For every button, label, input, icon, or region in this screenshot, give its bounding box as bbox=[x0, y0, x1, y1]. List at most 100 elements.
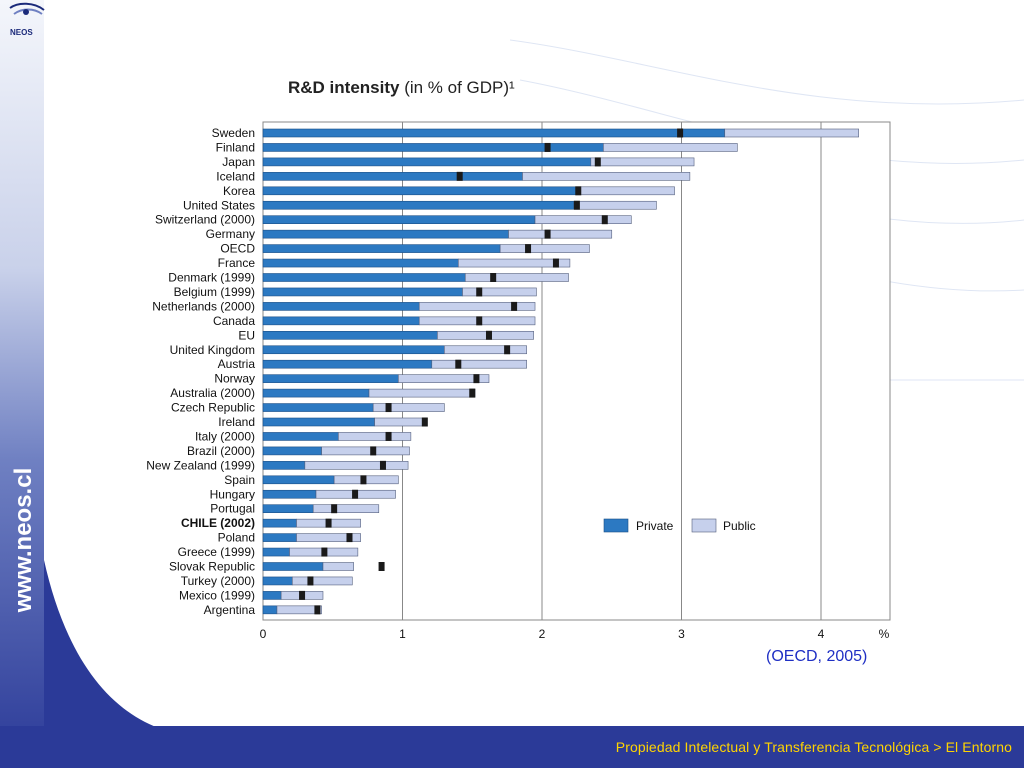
bar-private bbox=[262, 562, 324, 571]
bar-public bbox=[437, 330, 534, 340]
bar-public bbox=[368, 388, 476, 398]
bar-public bbox=[603, 143, 738, 152]
category-label: Germany bbox=[206, 227, 255, 241]
total-marker bbox=[456, 171, 463, 181]
bar-public bbox=[418, 302, 536, 311]
category-label: Iceland bbox=[216, 169, 255, 183]
category-label: Norway bbox=[214, 372, 255, 386]
legend-public-swatch bbox=[691, 518, 717, 533]
bar-private bbox=[262, 157, 592, 167]
category-label: Denmark (1999) bbox=[168, 271, 255, 285]
bar-public bbox=[372, 403, 445, 412]
x-tick-label: 1 bbox=[399, 627, 406, 641]
bar-public bbox=[276, 605, 322, 615]
bar-private bbox=[262, 200, 575, 210]
source-citation: (OECD, 2005) bbox=[766, 648, 868, 665]
bar-public bbox=[291, 576, 353, 586]
bar-private bbox=[262, 576, 293, 586]
category-label: United Kingdom bbox=[170, 343, 255, 357]
bar-private bbox=[262, 518, 297, 528]
bar-public bbox=[576, 186, 675, 196]
chart-title-bold: R&D intensity bbox=[288, 78, 400, 97]
bar-public bbox=[590, 157, 695, 167]
bar-public bbox=[508, 229, 613, 239]
bar-private bbox=[262, 504, 314, 514]
total-marker bbox=[601, 215, 608, 225]
bar-public bbox=[374, 417, 424, 427]
category-label: United States bbox=[183, 198, 255, 212]
total-marker bbox=[455, 359, 462, 369]
left-brand-bar bbox=[0, 0, 44, 768]
total-marker bbox=[378, 562, 385, 571]
bar-public bbox=[398, 374, 490, 383]
category-label: Belgium (1999) bbox=[174, 285, 255, 299]
x-tick-label: 4 bbox=[818, 627, 825, 641]
category-label: Ireland bbox=[218, 415, 255, 429]
legend-private-label: Private bbox=[636, 519, 674, 533]
category-label: Brazil (2000) bbox=[187, 444, 255, 458]
total-marker bbox=[544, 142, 551, 152]
bar-private bbox=[262, 302, 420, 311]
total-marker bbox=[385, 431, 392, 441]
x-tick-label: 2 bbox=[539, 627, 546, 641]
bar-private bbox=[262, 446, 322, 456]
bar-private bbox=[262, 172, 523, 181]
category-label: Argentina bbox=[204, 603, 256, 617]
bar-private bbox=[262, 374, 399, 383]
category-label: Slovak Republic bbox=[169, 560, 255, 574]
bar-private bbox=[262, 475, 335, 485]
bar-private bbox=[262, 287, 463, 297]
total-marker bbox=[485, 330, 492, 340]
chart-title: R&D intensity (in % of GDP)¹ bbox=[288, 78, 515, 98]
legend-public-label: Public bbox=[723, 519, 756, 533]
bar-private bbox=[262, 258, 459, 268]
category-label: Finland bbox=[216, 140, 255, 154]
category-label: EU bbox=[238, 328, 255, 342]
category-label: France bbox=[218, 256, 256, 270]
category-label: OECD bbox=[220, 242, 255, 256]
total-marker bbox=[360, 475, 367, 485]
category-label: Czech Republic bbox=[171, 401, 255, 415]
logo-text: NEOS bbox=[10, 28, 33, 37]
bar-public bbox=[522, 172, 691, 181]
category-label: Switzerland (2000) bbox=[155, 213, 255, 227]
bar-public bbox=[464, 273, 569, 282]
x-tick-label: 0 bbox=[260, 627, 267, 641]
bar-public bbox=[304, 461, 409, 470]
bar-public bbox=[321, 446, 410, 456]
total-marker bbox=[385, 403, 392, 413]
category-label: Portugal bbox=[210, 502, 255, 516]
total-marker bbox=[352, 489, 359, 499]
bar-private bbox=[262, 417, 375, 427]
total-marker bbox=[504, 345, 511, 355]
plot-frame bbox=[262, 121, 891, 621]
bar-private bbox=[262, 215, 536, 224]
bar-private bbox=[262, 244, 501, 253]
bar-private bbox=[262, 316, 420, 326]
category-label: Australia (2000) bbox=[170, 386, 255, 400]
total-marker bbox=[476, 287, 483, 297]
total-marker bbox=[307, 576, 314, 586]
total-marker bbox=[331, 504, 338, 514]
logo-swirl-icon bbox=[9, 2, 45, 15]
category-label: Spain bbox=[224, 473, 255, 487]
category-label: Hungary bbox=[210, 487, 255, 501]
total-marker bbox=[552, 258, 559, 268]
category-label: CHILE (2002) bbox=[181, 516, 255, 530]
bar-public bbox=[573, 200, 657, 210]
bar-private bbox=[262, 461, 306, 470]
bar-private bbox=[262, 388, 370, 398]
total-marker bbox=[370, 446, 377, 456]
bar-private bbox=[262, 273, 466, 282]
legend-private-swatch bbox=[603, 518, 629, 533]
category-label: Greece (1999) bbox=[178, 545, 255, 559]
footer-bar bbox=[0, 726, 1024, 768]
total-marker bbox=[379, 460, 386, 470]
bar-private bbox=[262, 345, 445, 355]
bar-private bbox=[262, 359, 433, 369]
bar-public bbox=[534, 215, 632, 224]
bar-public bbox=[338, 432, 412, 441]
x-axis-unit: % bbox=[879, 627, 890, 641]
category-label: Austria bbox=[218, 357, 256, 371]
